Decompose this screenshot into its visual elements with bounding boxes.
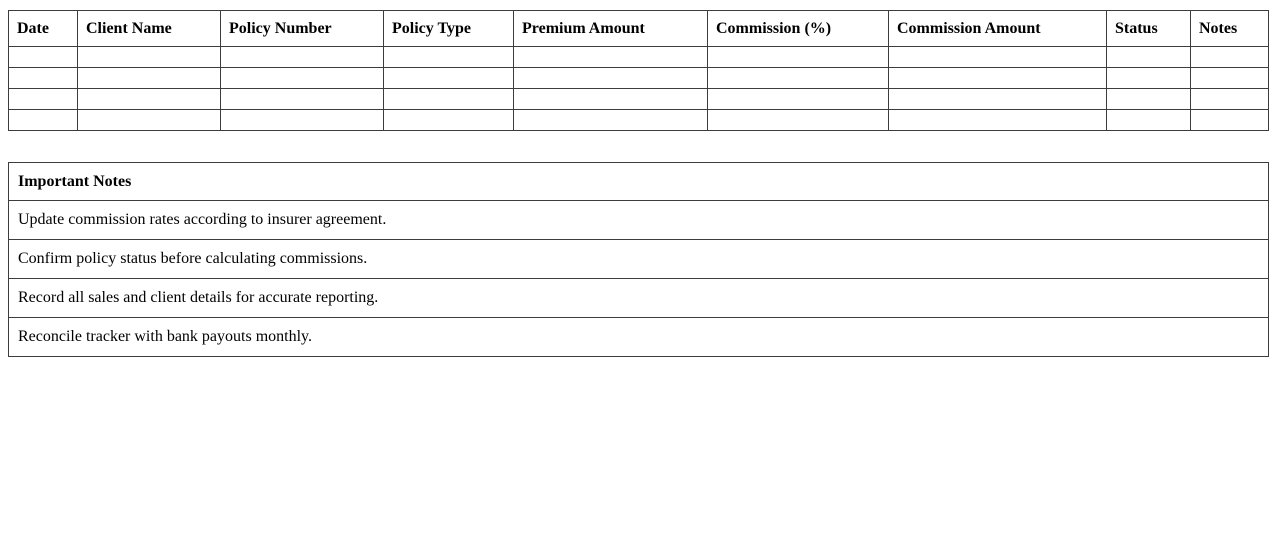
empty-cell (77, 109, 221, 131)
empty-cell (77, 46, 221, 68)
empty-cell (888, 67, 1107, 89)
note-row: Reconcile tracker with bank payouts mont… (8, 317, 1269, 357)
column-header-commission-percent: Commission (%) (707, 10, 889, 47)
empty-cell (513, 67, 708, 89)
empty-table-row (8, 67, 1269, 89)
note-row: Confirm policy status before calculating… (8, 239, 1269, 279)
note-text: Confirm policy status before calculating… (8, 239, 1269, 279)
column-header-commission-amount: Commission Amount (888, 10, 1107, 47)
column-header-status: Status (1106, 10, 1191, 47)
empty-cell (220, 67, 384, 89)
column-header-policy-type: Policy Type (383, 10, 514, 47)
empty-table-row (8, 88, 1269, 110)
empty-cell (707, 109, 889, 131)
empty-cell (888, 88, 1107, 110)
empty-cell (707, 67, 889, 89)
column-header-premium-amount: Premium Amount (513, 10, 708, 47)
empty-cell (77, 67, 221, 89)
empty-cell (77, 88, 221, 110)
empty-cell (888, 109, 1107, 131)
empty-cell (707, 46, 889, 68)
empty-table-row (8, 109, 1269, 131)
important-notes-table: Important Notes Update commission rates … (8, 162, 1269, 357)
empty-cell (1106, 67, 1191, 89)
note-text: Update commission rates according to ins… (8, 200, 1269, 240)
empty-cell (383, 46, 514, 68)
empty-cell (1106, 88, 1191, 110)
empty-cell (383, 88, 514, 110)
empty-table-row (8, 46, 1269, 68)
empty-cell (513, 88, 708, 110)
empty-cell (1190, 67, 1269, 89)
empty-cell (220, 88, 384, 110)
commission-table-header-row: Date Client Name Policy Number Policy Ty… (8, 10, 1269, 47)
empty-cell (8, 109, 78, 131)
empty-cell (1106, 46, 1191, 68)
note-row: Update commission rates according to ins… (8, 200, 1269, 240)
column-header-notes: Notes (1190, 10, 1269, 47)
note-text: Reconcile tracker with bank payouts mont… (8, 317, 1269, 357)
column-header-date: Date (8, 10, 78, 47)
empty-cell (513, 109, 708, 131)
empty-cell (513, 46, 708, 68)
empty-cell (707, 88, 889, 110)
note-row: Record all sales and client details for … (8, 278, 1269, 318)
column-header-client-name: Client Name (77, 10, 221, 47)
notes-header-row: Important Notes (8, 162, 1269, 201)
empty-cell (888, 46, 1107, 68)
note-text: Record all sales and client details for … (8, 278, 1269, 318)
empty-cell (383, 109, 514, 131)
empty-cell (8, 46, 78, 68)
notes-table-title: Important Notes (8, 162, 1269, 201)
empty-cell (1190, 46, 1269, 68)
empty-cell (8, 67, 78, 89)
empty-cell (220, 109, 384, 131)
empty-cell (8, 88, 78, 110)
empty-cell (220, 46, 384, 68)
commission-tracker-table: Date Client Name Policy Number Policy Ty… (8, 10, 1269, 131)
empty-cell (383, 67, 514, 89)
empty-cell (1190, 88, 1269, 110)
column-header-policy-number: Policy Number (220, 10, 384, 47)
empty-cell (1190, 109, 1269, 131)
empty-cell (1106, 109, 1191, 131)
